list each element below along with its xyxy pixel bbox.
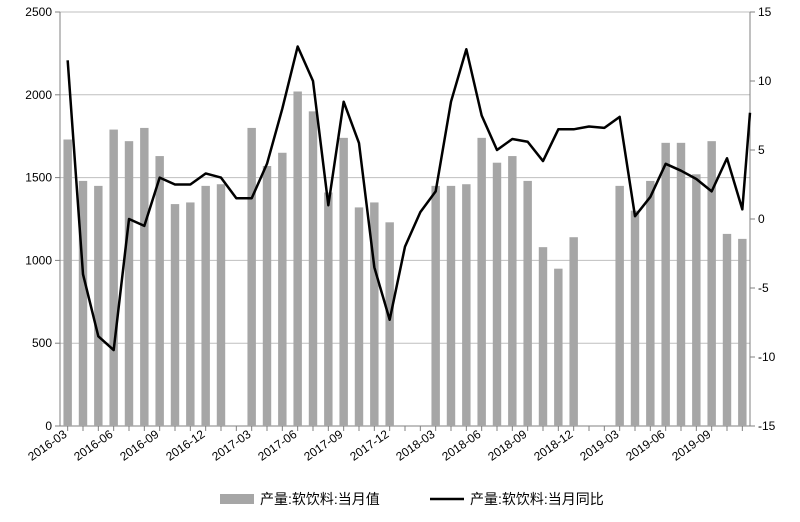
bar [385,222,393,426]
y-right-tick-label: 0 [758,212,765,226]
bar [247,128,255,426]
y-right-tick-label: -10 [758,350,776,364]
y-right-tick-label: 10 [758,74,772,88]
bar [462,184,470,426]
bar [201,186,209,426]
bar [493,163,501,426]
bar [661,143,669,426]
y-left-tick-label: 1500 [25,171,52,185]
legend-label: 产量:软饮料:当月同比 [470,491,604,507]
legend-swatch-bar [220,494,254,504]
y-left-tick-label: 2000 [25,88,52,102]
bar [339,138,347,426]
bar [723,234,731,426]
bar [155,156,163,426]
bar [355,207,363,426]
bar [554,269,562,426]
bar [140,128,148,426]
y-right-tick-label: 5 [758,143,765,157]
legend-label: 产量:软饮料:当月值 [260,491,380,507]
bar [109,130,117,426]
y-right-tick-label: 15 [758,5,772,19]
bar [677,143,685,426]
bar [539,247,547,426]
bar [569,237,577,426]
bar [431,186,439,426]
dual-axis-bar-line-chart: 05001000150020002500-15-10-50510152016-0… [0,0,800,522]
bar [217,184,225,426]
bar [615,186,623,426]
bar [447,186,455,426]
bar [738,239,746,426]
bar [523,181,531,426]
y-left-tick-label: 2500 [25,5,52,19]
y-right-tick-label: -15 [758,419,776,433]
bar [63,140,71,426]
bar [324,193,332,426]
y-left-tick-label: 1000 [25,253,52,267]
bar [631,211,639,426]
bar [171,204,179,426]
y-left-tick-label: 500 [32,336,52,350]
bar [278,153,286,426]
bar [508,156,516,426]
bar [293,91,301,426]
bar [94,186,102,426]
bar [646,181,654,426]
bar [692,174,700,426]
y-right-tick-label: -5 [758,281,769,295]
chart-svg: 05001000150020002500-15-10-50510152016-0… [0,0,800,522]
bar [125,141,133,426]
bar [477,138,485,426]
bar [186,202,194,426]
bar [263,166,271,426]
y-left-tick-label: 0 [45,419,52,433]
bar [309,111,317,426]
